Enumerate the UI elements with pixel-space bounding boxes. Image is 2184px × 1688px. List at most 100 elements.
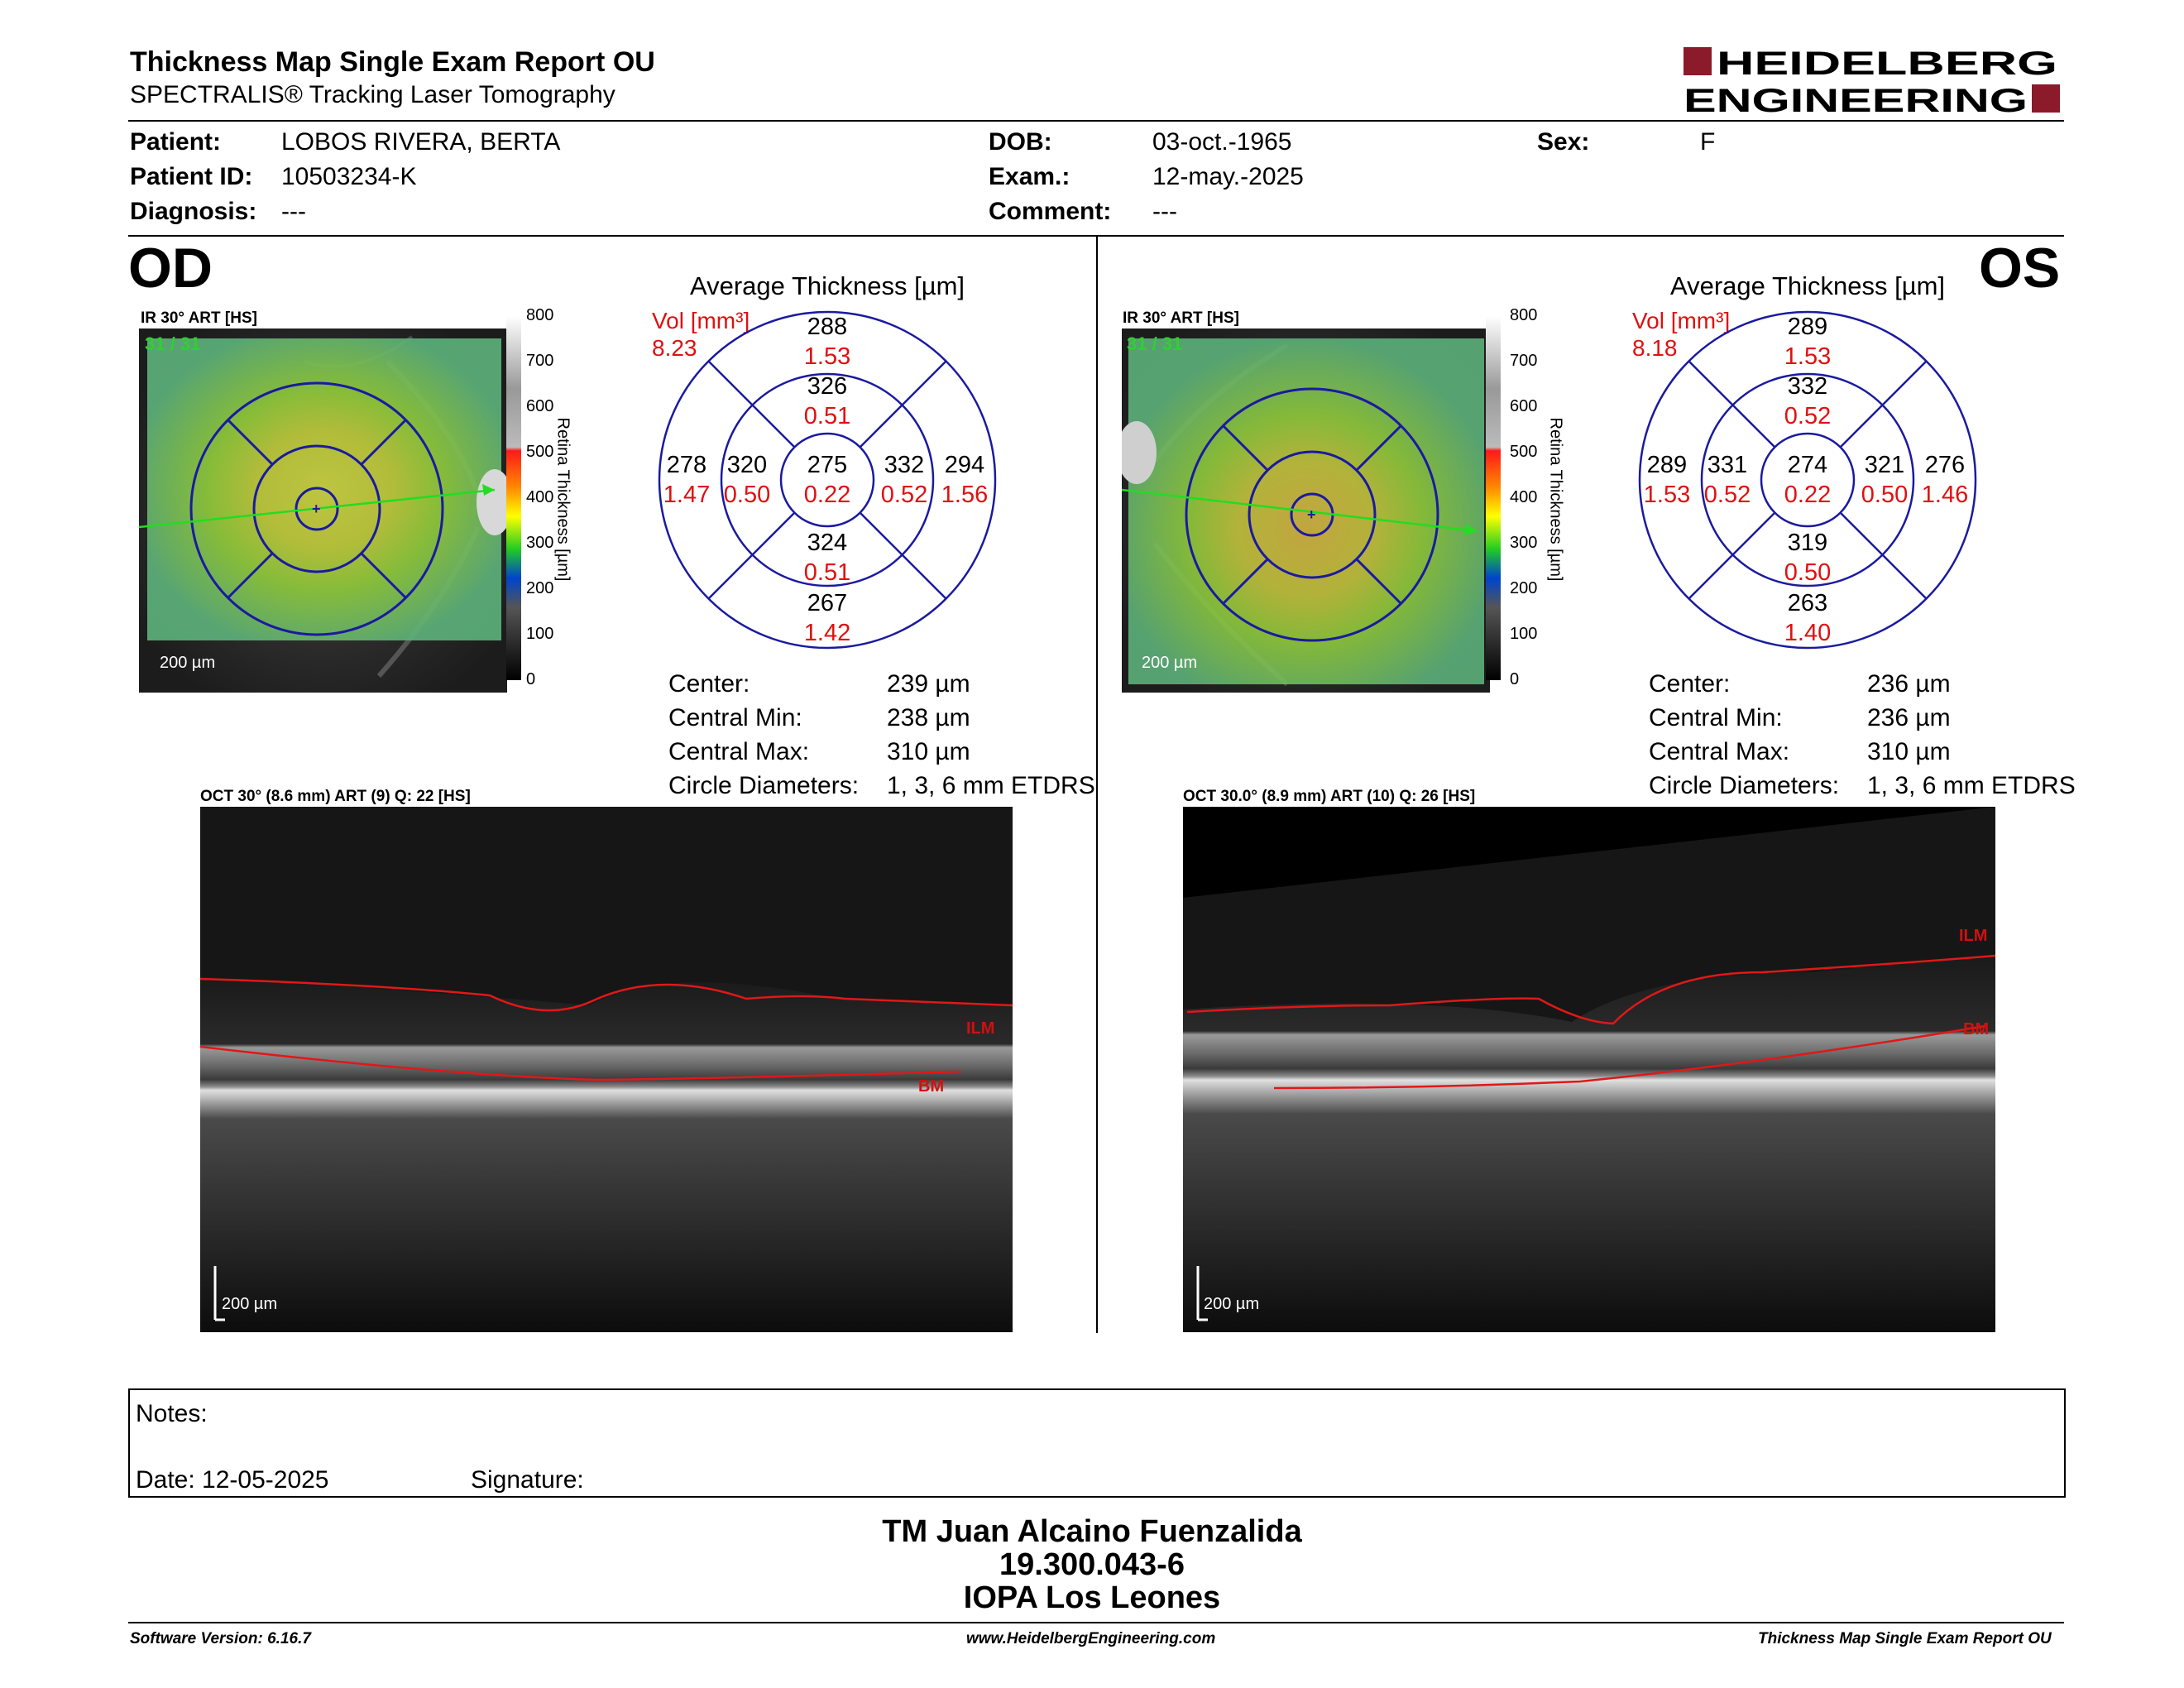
thickness-value: 288: [807, 314, 848, 340]
thickness-value: 263: [1787, 590, 1828, 616]
grid-os-sup-os: 289 1.53: [1766, 312, 1849, 372]
volume-value: 0.52: [1703, 482, 1751, 508]
heidelberg-logo: HEIDELBERG ENGINEERING: [1684, 46, 2060, 119]
thickness-value: 321: [1864, 452, 1905, 478]
colorbar-label-os: Retina Thickness [µm]: [1546, 417, 1565, 582]
grid-inner-right-os: 321 0.50: [1856, 450, 1913, 510]
signature-id: 19.300.043-6: [999, 1547, 1185, 1582]
grid-is-inf-os: 319 0.50: [1766, 528, 1849, 587]
volume-value: 1.40: [1784, 620, 1832, 646]
signature-institution: IOPA Los Leones: [963, 1580, 1221, 1615]
thickness-colorbar-os: [1486, 316, 1501, 680]
bm-label-os: BM: [1963, 1020, 1990, 1038]
notes-label: Notes:: [136, 1400, 208, 1427]
report-subtitle: SPECTRALIS® Tracking Laser Tomography: [130, 81, 615, 108]
avg-title-od: Average Thickness [µm]: [689, 271, 965, 300]
thickness-value: 324: [807, 530, 848, 556]
thickness-value: 289: [1646, 452, 1688, 478]
grid-is-sup-os: 332 0.52: [1766, 372, 1849, 431]
thickness-value: 289: [1787, 314, 1828, 340]
grid-center-os: 274 0.22: [1774, 450, 1841, 510]
grid-inner-right-od: 332 0.52: [875, 450, 933, 510]
volume-value: 0.52: [880, 482, 928, 508]
grid-inner-left-os: 331 0.52: [1698, 450, 1756, 510]
diagnosis-label: Diagnosis:: [130, 198, 257, 225]
etdrs-grid-os: [1638, 310, 1977, 650]
patient-divider: [128, 235, 2064, 237]
volume-value: 0.22: [803, 482, 851, 508]
thickness-colorbar-od: [506, 316, 521, 680]
grid-outer-left-os: 289 1.53: [1638, 450, 1696, 510]
volume-value: 1.46: [1921, 482, 1969, 508]
colorbar-ticks-od: 800 700 600 500 400 300 200 100 0: [526, 306, 554, 688]
thickness-value: 332: [884, 452, 925, 478]
max-value-od: 310 µm: [887, 738, 970, 765]
ir-label-od: IR 30° ART [HS]: [141, 309, 257, 327]
min-label-os: Central Min:: [1649, 704, 1783, 731]
max-value-os: 310 µm: [1867, 738, 1951, 765]
ir-count-od: 31 / 31: [145, 333, 201, 354]
center-label-od: Center:: [668, 670, 750, 698]
center-value-os: 236 µm: [1867, 670, 1951, 698]
volume-value: 0.51: [803, 403, 851, 429]
volume-value: 0.50: [723, 482, 771, 508]
signature-name: TM Juan Alcaino Fuenzalida: [882, 1514, 1302, 1549]
volume-value: 1.42: [803, 620, 851, 646]
sex-value: F: [1700, 128, 1716, 156]
oct-scan-os: [1183, 807, 1996, 1332]
svg-text:HEIDELBERG: HEIDELBERG: [1717, 46, 2057, 82]
ir-label-os: IR 30° ART [HS]: [1123, 309, 1239, 327]
thickness-value: 294: [944, 452, 985, 478]
volume-value: 0.52: [1784, 403, 1832, 429]
center-divider: [1096, 237, 1098, 1333]
ilm-label-od: ILM: [966, 1019, 995, 1038]
grid-os-inf-os: 263 1.40: [1766, 588, 1849, 648]
volume-value: 0.51: [803, 559, 851, 586]
website-link[interactable]: www.HeidelbergEngineering.com: [966, 1630, 1216, 1647]
oct-scale-os: 200 µm: [1204, 1295, 1260, 1313]
report-title: Thickness Map Single Exam Report OU: [130, 46, 655, 78]
grid-is-inf-od: 324 0.51: [786, 528, 869, 587]
thickness-value: 275: [807, 452, 848, 478]
software-version: Software Version: 6.16.7: [130, 1630, 311, 1647]
fundus-image-os: +: [1117, 328, 1490, 693]
diagnosis-value: ---: [281, 198, 306, 225]
bm-label-od: BM: [918, 1077, 945, 1096]
ir-scale-os: 200 µm: [1142, 654, 1198, 672]
thickness-value: 331: [1707, 452, 1748, 478]
etdrs-grid-od: [658, 310, 997, 650]
footer-report-name: Thickness Map Single Exam Report OU: [1758, 1630, 2052, 1647]
grid-outer-right-od: 294 1.56: [936, 450, 994, 510]
dob-label: DOB:: [989, 128, 1052, 156]
max-label-od: Central Max:: [668, 738, 810, 765]
thickness-value: 320: [726, 452, 768, 478]
eye-label-od: OD: [128, 237, 213, 300]
thickness-value: 274: [1787, 452, 1828, 478]
volume-value: 0.50: [1861, 482, 1909, 508]
thickness-value: 332: [1787, 373, 1828, 400]
thickness-value: 326: [807, 373, 848, 400]
sex-label: Sex:: [1537, 128, 1590, 156]
vol-value-os: 8.18: [1632, 335, 1678, 361]
thickness-value: 278: [666, 452, 707, 478]
svg-text:+: +: [312, 501, 321, 517]
diam-value-os: 1, 3, 6 mm ETDRS: [1867, 772, 2076, 799]
colorbar-label-od: Retina Thickness [µm]: [553, 417, 572, 582]
vol-value-od: 8.23: [652, 335, 697, 361]
min-value-os: 236 µm: [1867, 704, 1951, 731]
oct-label-od: OCT 30° (8.6 mm) ART (9) Q: 22 [HS]: [200, 788, 471, 805]
diam-label-od: Circle Diameters:: [668, 772, 860, 799]
vol-label-os: Vol [mm³]: [1632, 308, 1731, 333]
volume-value: 1.53: [803, 343, 851, 370]
diam-label-os: Circle Diameters:: [1649, 772, 1840, 799]
fundus-image-od: +: [138, 328, 513, 693]
grid-outer-left-od: 278 1.47: [658, 450, 716, 510]
grid-os-sup-od: 288 1.53: [786, 312, 869, 372]
oct-scale-od: 200 µm: [222, 1295, 278, 1313]
grid-center-od: 275 0.22: [794, 450, 860, 510]
patient-id: 10503234-K: [281, 163, 417, 190]
diam-value-od: 1, 3, 6 mm ETDRS: [887, 772, 1095, 799]
notes-date: Date: 12-05-2025: [136, 1466, 329, 1494]
volume-value: 0.22: [1784, 482, 1832, 508]
dob-value: 03-oct.-1965: [1152, 128, 1292, 156]
